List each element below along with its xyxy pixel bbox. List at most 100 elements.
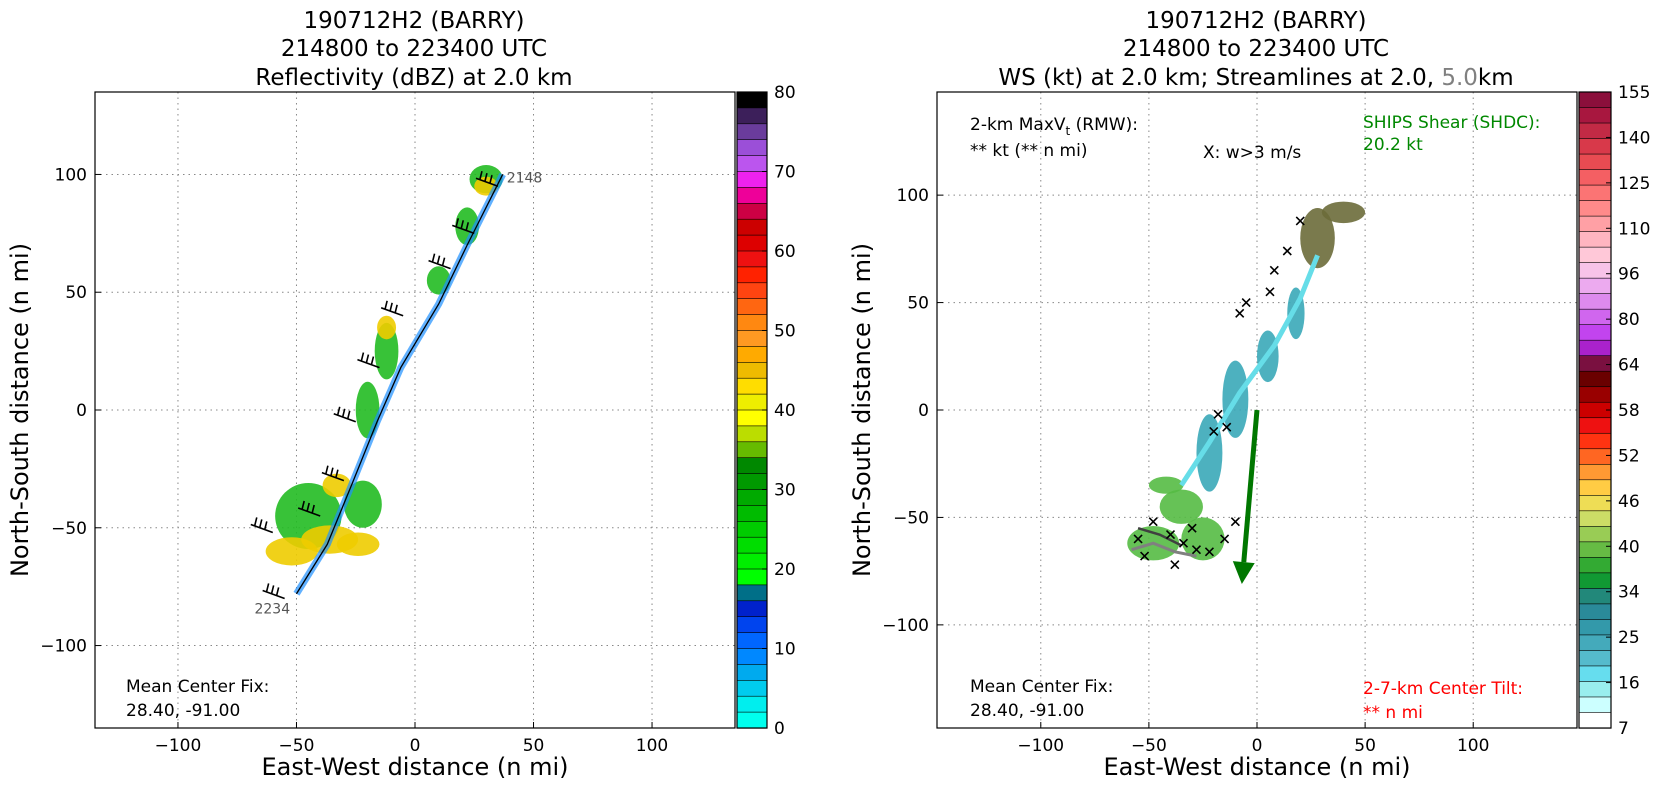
- right-title-line3-a: WS (kt) at 2.0 km; Streamlines at 2.0,: [998, 65, 1441, 91]
- right-colorbar-tick-label: 34: [1618, 583, 1640, 603]
- updraft-marker: [1148, 517, 1158, 527]
- right-colorbar-swatch: [1578, 479, 1612, 496]
- right-colorbar-swatch: [1578, 339, 1612, 357]
- left-colorbar-swatch: [736, 695, 768, 713]
- right-colorbar-tick-label: 25: [1618, 628, 1640, 648]
- right-colorbar-swatch: [1578, 231, 1612, 248]
- left-x-tick-label: 100: [636, 736, 668, 756]
- updraft-marker: [1133, 534, 1143, 544]
- left-colorbar-swatch: [736, 250, 768, 268]
- streamline-upper-level: [1131, 541, 1197, 558]
- right-colorbar-swatch: [1578, 463, 1612, 481]
- updraft-marker: [1269, 265, 1279, 275]
- left-x-tick-label: −50: [279, 736, 315, 756]
- left-center-fix-line2: 28.40, -91.00: [126, 701, 240, 721]
- right-colorbar-swatch: [1578, 448, 1612, 465]
- left-colorbar-swatch: [736, 282, 768, 300]
- left-colorbar-swatch: [736, 664, 768, 681]
- left-colorbar-swatch: [736, 155, 768, 173]
- right-colorbar-tick-label: 46: [1618, 492, 1640, 512]
- left-colorbar-tick-label: 60: [774, 242, 796, 262]
- reflectivity-echo-green: [343, 480, 382, 528]
- left-x-tick-label: 0: [410, 736, 421, 756]
- right-x-tick-label: 50: [1354, 736, 1376, 756]
- left-y-tick-label: −100: [40, 637, 87, 657]
- left-colorbar-swatch: [736, 679, 768, 697]
- right-colorbar-swatch: [1578, 681, 1612, 698]
- reflectivity-echo-yellow: [377, 315, 397, 340]
- left-colorbar-swatch: [736, 330, 768, 348]
- left-y-tick-label: −50: [51, 519, 87, 539]
- updraft-marker: [1178, 538, 1189, 548]
- left-colorbar-swatch: [736, 568, 768, 586]
- reflectivity-echo-yellow: [336, 532, 380, 557]
- right-y-tick-label: −50: [893, 508, 929, 528]
- right-title-line1: 190712H2 (BARRY): [1145, 8, 1366, 34]
- wind-barb: [321, 465, 345, 482]
- right-colorbar-tick-label: 96: [1618, 265, 1640, 285]
- right-colorbar-tick-label: 16: [1618, 674, 1640, 694]
- left-x-tick-label: −100: [155, 736, 202, 756]
- max-wind-label-sub: t: [1066, 124, 1071, 138]
- left-colorbar-swatch: [736, 234, 768, 252]
- max-wind-label: 2-km MaxVt (RMW):: [970, 115, 1138, 138]
- right-colorbar-swatch: [1578, 650, 1612, 667]
- right-colorbar-tick-label: 64: [1618, 356, 1640, 376]
- right-colorbar-swatch: [1578, 308, 1612, 326]
- left-colorbar-tick-label: 10: [774, 640, 796, 660]
- left-colorbar-tick-label: 50: [774, 322, 796, 342]
- right-colorbar-swatch: [1578, 324, 1612, 341]
- right-colorbar-tick-label: 7: [1618, 719, 1629, 739]
- wind-speed-region-dark: [1300, 208, 1335, 269]
- left-x-tick-label: 50: [523, 736, 545, 756]
- left-center-fix-line1: Mean Center Fix:: [126, 677, 269, 697]
- right-y-tick-label: 50: [907, 294, 929, 314]
- wind-barb: [451, 218, 475, 235]
- right-colorbar-swatch: [1578, 619, 1612, 636]
- right-center-fix-line1: Mean Center Fix:: [970, 677, 1113, 697]
- updraft-marker: [1170, 560, 1180, 570]
- flight-track-line: [295, 174, 504, 595]
- left-colorbar-swatch: [736, 584, 768, 602]
- left-x-axis-label: East-West distance (n mi): [261, 753, 568, 781]
- right-colorbar-swatch: [1578, 246, 1612, 264]
- left-colorbar-swatch: [736, 377, 768, 395]
- left-colorbar-swatch: [736, 457, 768, 475]
- updraft-legend: X: w>3 m/s: [1203, 143, 1301, 163]
- left-colorbar-swatch: [736, 91, 768, 109]
- left-colorbar-swatch: [736, 520, 768, 538]
- left-colorbar-swatch: [736, 203, 768, 220]
- left-colorbar-swatch: [736, 298, 768, 316]
- shear-vector-head: [1232, 561, 1255, 585]
- shear-value: 20.2 kt: [1363, 135, 1423, 155]
- right-colorbar-swatch: [1578, 495, 1612, 512]
- right-title-line3: WS (kt) at 2.0 km; Streamlines at 2.0, 5…: [998, 65, 1513, 91]
- wind-barb: [297, 500, 321, 517]
- right-x-tick-label: 0: [1252, 736, 1263, 756]
- left-colorbar-swatch: [736, 552, 768, 570]
- shear-label: SHIPS Shear (SHDC):: [1363, 113, 1540, 133]
- right-colorbar-swatch: [1578, 712, 1612, 729]
- left-colorbar-swatch: [736, 218, 768, 236]
- max-wind-label-suffix: (RMW):: [1070, 115, 1138, 135]
- right-colorbar-tick-label: 125: [1618, 174, 1650, 194]
- right-colorbar-swatch: [1578, 355, 1612, 372]
- updraft-marker: [1235, 308, 1245, 318]
- left-colorbar-swatch: [736, 314, 768, 332]
- right-title-line2: 214800 to 223400 UTC: [1123, 36, 1389, 62]
- right-colorbar-swatch: [1578, 184, 1612, 202]
- right-x-ticks: −100 −50 0 50 100: [1017, 722, 1489, 756]
- updraft-marker: [1213, 409, 1223, 419]
- updraft-marker: [1191, 545, 1202, 555]
- right-y-axis-label: North-South distance (n mi): [848, 243, 876, 577]
- left-colorbar-swatch: [736, 648, 768, 666]
- left-title-line1: 190712H2 (BARRY): [303, 8, 524, 34]
- left-colorbar: 80 70 60 50 40 30 20 10 0: [736, 83, 796, 739]
- right-colorbar-swatch: [1578, 603, 1612, 621]
- right-colorbar-tick-label: 140: [1618, 128, 1650, 148]
- wind-barb: [357, 352, 380, 369]
- right-x-axis-label: East-West distance (n mi): [1103, 753, 1410, 781]
- right-y-ticks: −100 −50 0 50 100: [882, 186, 943, 636]
- right-center-fix-line2: 28.40, -91.00: [970, 701, 1084, 721]
- right-colorbar-tick-label: 52: [1618, 446, 1640, 466]
